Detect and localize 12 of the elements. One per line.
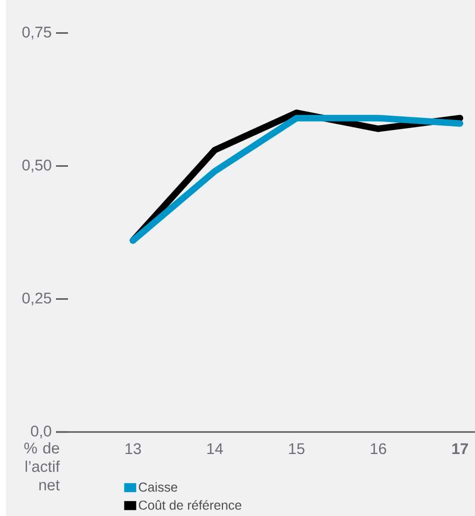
- y-tick-label: 0,50: [22, 160, 52, 172]
- y-axis-title: % de l’actif net: [24, 442, 60, 490]
- x-tick-label: 13: [126, 443, 141, 454]
- x-tick-label: 16: [370, 443, 386, 454]
- y-tick-label: 0,25: [22, 292, 52, 306]
- x-tick-label: 17: [452, 443, 468, 454]
- y-tick-label: 0,0: [30, 426, 52, 438]
- x-tick-label: 14: [207, 443, 223, 454]
- x-tick-label: 15: [289, 443, 304, 454]
- legend-label: Coût de référence: [138, 500, 242, 510]
- y-tick-label: 0,75: [22, 26, 52, 40]
- legend-label: Caisse: [138, 482, 178, 492]
